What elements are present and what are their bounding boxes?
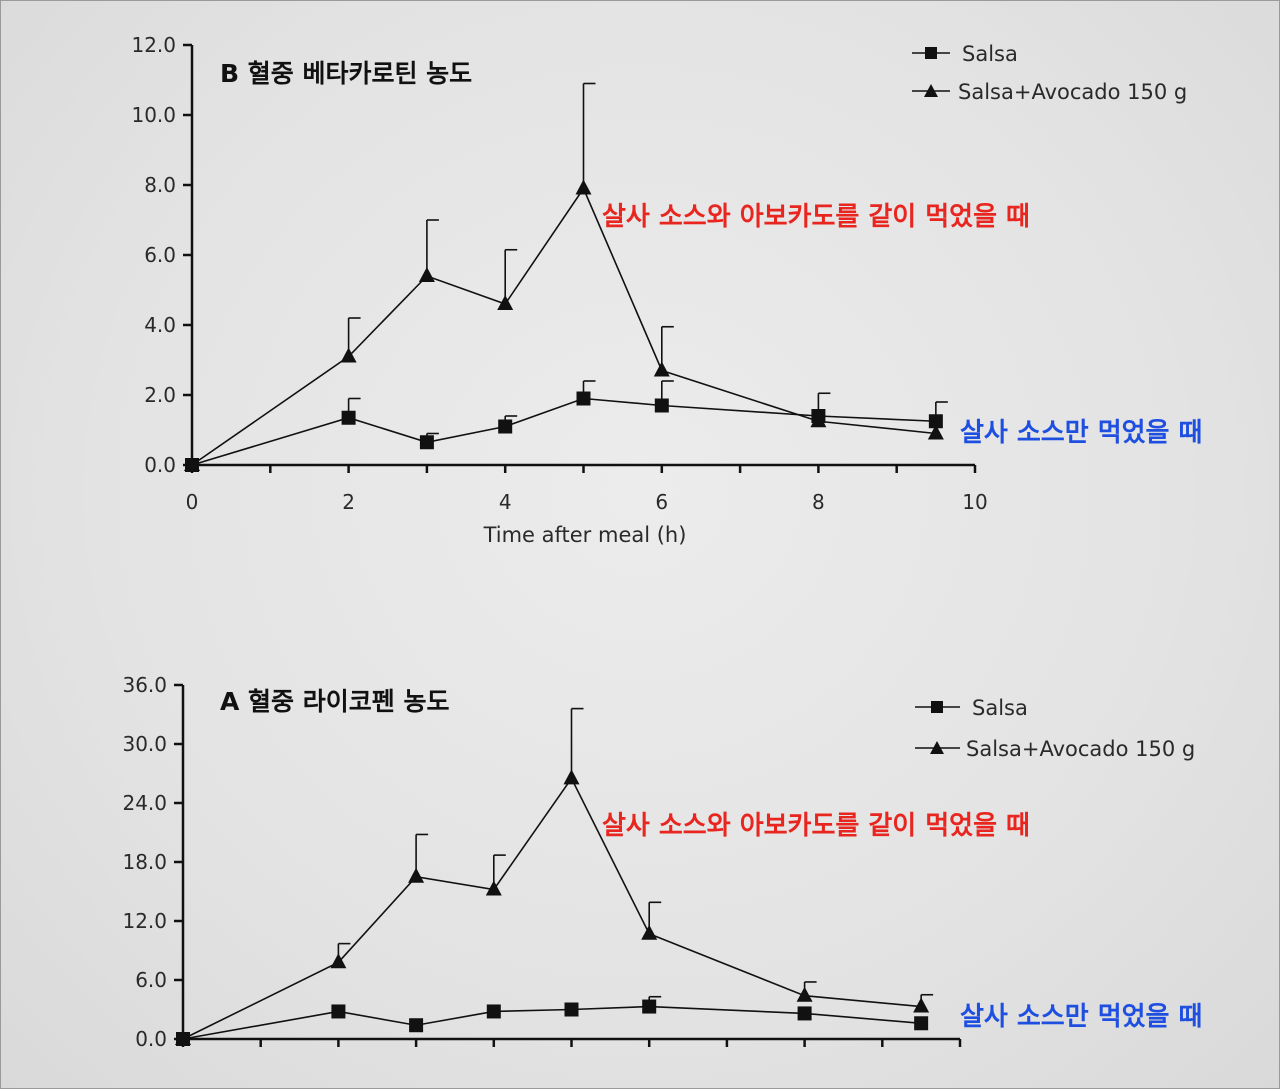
legend: Salsa Salsa+Avocado 150 g xyxy=(912,42,1187,104)
y-tick-label: 12.0 xyxy=(131,33,176,57)
data-point-salsa xyxy=(498,419,513,434)
data-point-avocado xyxy=(927,424,944,440)
x-tick-label: 4 xyxy=(499,490,512,514)
data-point-avocado xyxy=(497,295,514,310)
data-point-avocado xyxy=(796,986,813,1002)
legend-avocado-triangle-marker xyxy=(930,741,944,754)
data-point-salsa xyxy=(419,435,434,450)
y-tick-label: 10.0 xyxy=(131,103,176,127)
chart-panel-lycopene: A 혈중 라이코펜 농도 Salsa Salsa+Avocado 150 g 살… xyxy=(122,673,1202,1051)
data-point-salsa xyxy=(654,398,669,413)
chart-title: B 혈중 베타카로틴 농도 xyxy=(220,59,472,88)
data-point-salsa xyxy=(331,1004,346,1019)
data-point-avocado xyxy=(913,997,930,1013)
x-tick-label: 6 xyxy=(655,490,668,514)
legend-salsa-square-marker xyxy=(931,701,943,713)
data-point-salsa xyxy=(486,1004,501,1019)
annotation-avocado: 살사 소스와 아보카도를 같이 먹었을 때 xyxy=(602,811,1030,841)
x-tick-label: 10 xyxy=(962,490,987,514)
chart-title: A 혈중 라이코펜 농도 xyxy=(220,687,449,716)
annotation-salsa-only: 살사 소스만 먹었을 때 xyxy=(960,1002,1202,1032)
legend-label-avocado: Salsa+Avocado 150 g xyxy=(958,80,1187,104)
data-point-avocado xyxy=(340,347,357,363)
y-tick-label: 4.0 xyxy=(144,313,176,337)
y-tick-label: 8.0 xyxy=(144,173,176,197)
x-tick-label: 8 xyxy=(812,490,825,514)
y-tick-label: 0.0 xyxy=(144,453,176,477)
data-point-salsa xyxy=(409,1018,424,1033)
legend: Salsa Salsa+Avocado 150 g xyxy=(915,696,1195,761)
data-point-avocado xyxy=(408,867,425,883)
y-tick-label: 6.0 xyxy=(135,968,167,992)
y-tick-label: 36.0 xyxy=(122,673,167,697)
x-axis-label: Time after meal (h) xyxy=(483,523,687,547)
legend-label-salsa: Salsa xyxy=(962,42,1018,66)
data-point-salsa xyxy=(928,414,943,429)
y-tick-label: 24.0 xyxy=(122,791,167,815)
data-point-salsa xyxy=(914,1016,929,1031)
y-tick-label: 0.0 xyxy=(135,1027,167,1051)
series-line-salsa xyxy=(182,1005,922,1040)
annotation-salsa-only: 살사 소스만 먹었을 때 xyxy=(960,418,1202,448)
data-point-avocado xyxy=(184,456,200,471)
data-point-salsa xyxy=(341,410,356,425)
chart-panel-beta-carotene: B 혈중 베타카로틴 농도 Salsa Salsa+Avocado 150 g … xyxy=(131,33,1202,547)
data-point-avocado xyxy=(641,924,658,940)
series-line-avocado xyxy=(191,186,936,466)
legend-label-avocado: Salsa+Avocado 150 g xyxy=(966,737,1195,761)
legend-avocado-triangle-marker xyxy=(924,84,938,97)
series-line-salsa xyxy=(191,397,936,466)
data-point-avocado xyxy=(653,361,670,377)
data-point-salsa xyxy=(797,1006,812,1021)
data-point-avocado xyxy=(418,267,435,282)
data-point-salsa xyxy=(564,1002,579,1017)
y-tick-label: 6.0 xyxy=(144,243,176,267)
legend-salsa-square-marker xyxy=(925,47,937,59)
data-point-avocado xyxy=(575,179,592,195)
data-point-salsa xyxy=(576,391,591,406)
data-point-avocado xyxy=(563,769,580,785)
series-line-avocado xyxy=(182,776,922,1040)
data-point-avocado xyxy=(810,412,827,428)
data-point-salsa xyxy=(642,999,657,1014)
y-tick-label: 12.0 xyxy=(122,909,167,933)
data-point-avocado xyxy=(330,953,347,969)
data-point-avocado xyxy=(175,1030,191,1045)
legend-label-salsa: Salsa xyxy=(972,696,1028,720)
annotation-avocado: 살사 소스와 아보카도를 같이 먹었을 때 xyxy=(602,202,1030,232)
data-point-avocado xyxy=(485,880,502,896)
x-tick-label: 0 xyxy=(186,490,199,514)
x-tick-label: 2 xyxy=(342,490,355,514)
y-tick-label: 18.0 xyxy=(122,850,167,874)
y-tick-label: 2.0 xyxy=(144,383,176,407)
y-tick-label: 30.0 xyxy=(122,732,167,756)
